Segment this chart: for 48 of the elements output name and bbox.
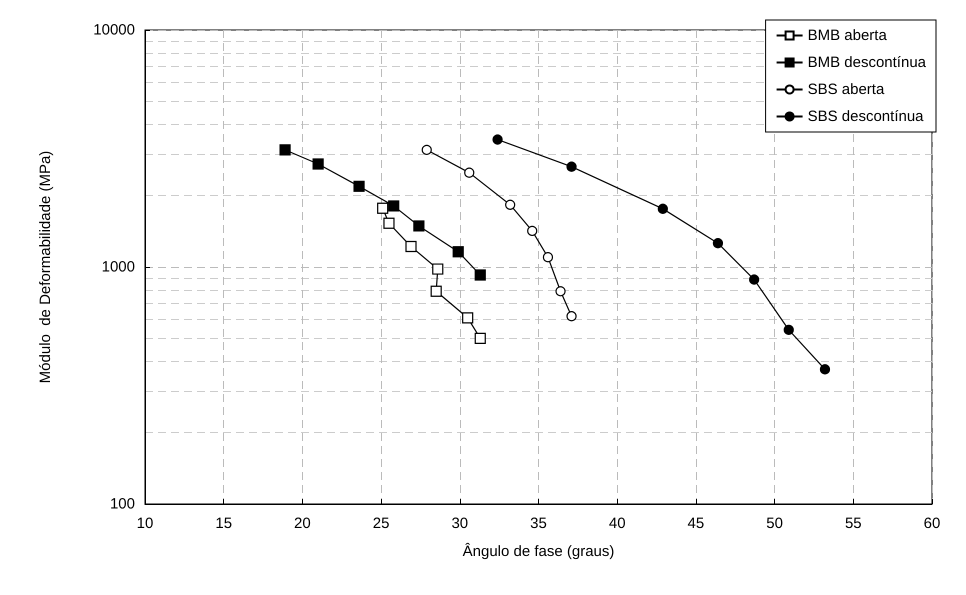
x-tick-label: 15 bbox=[215, 515, 232, 532]
point bbox=[279, 144, 291, 156]
x-tick-label: 45 bbox=[688, 515, 704, 532]
point bbox=[658, 204, 668, 214]
point bbox=[377, 202, 388, 214]
point bbox=[312, 158, 324, 170]
x-tick-label: 35 bbox=[530, 515, 547, 532]
point bbox=[555, 286, 566, 296]
point bbox=[413, 220, 424, 232]
y-tick-label: 100 bbox=[110, 496, 135, 512]
y-tick-label: 10000 bbox=[93, 22, 135, 38]
x-tick-label: 30 bbox=[451, 515, 468, 532]
x-tick-label: 55 bbox=[844, 515, 862, 532]
x-tick-label: 10 bbox=[136, 515, 154, 532]
point bbox=[474, 269, 486, 281]
point bbox=[492, 134, 503, 145]
y-axis-title: Módulo de Deformabilidade (MPa) bbox=[37, 150, 54, 384]
legend-label: BMB aberta bbox=[808, 27, 888, 44]
point bbox=[542, 252, 554, 262]
point bbox=[383, 218, 395, 229]
point bbox=[464, 168, 474, 178]
x-tick-label: 40 bbox=[608, 515, 626, 532]
legend-label: BMB descontínua bbox=[808, 54, 927, 71]
point bbox=[422, 144, 432, 155]
x-tick-label: 20 bbox=[294, 515, 311, 532]
point bbox=[712, 238, 724, 248]
x-tick-label: 50 bbox=[766, 515, 783, 532]
point bbox=[505, 200, 516, 210]
legend-label: SBS aberta bbox=[808, 81, 885, 98]
point bbox=[566, 162, 577, 172]
point bbox=[784, 324, 794, 335]
x-axis-title: Ângulo de fase (graus) bbox=[462, 542, 614, 560]
point bbox=[566, 311, 577, 322]
x-tick-label: 25 bbox=[372, 515, 390, 532]
point bbox=[749, 274, 760, 285]
point bbox=[388, 200, 400, 212]
legend-label: SBS descontínua bbox=[808, 108, 924, 125]
point bbox=[474, 332, 486, 344]
point bbox=[353, 180, 365, 192]
point bbox=[820, 364, 830, 374]
point bbox=[452, 246, 464, 258]
point bbox=[405, 240, 417, 252]
x-tick-label: 60 bbox=[924, 515, 940, 532]
point bbox=[432, 263, 444, 275]
y-tick-label: 1000 bbox=[102, 258, 135, 276]
point bbox=[462, 312, 474, 324]
point bbox=[527, 226, 538, 236]
point bbox=[430, 286, 442, 297]
